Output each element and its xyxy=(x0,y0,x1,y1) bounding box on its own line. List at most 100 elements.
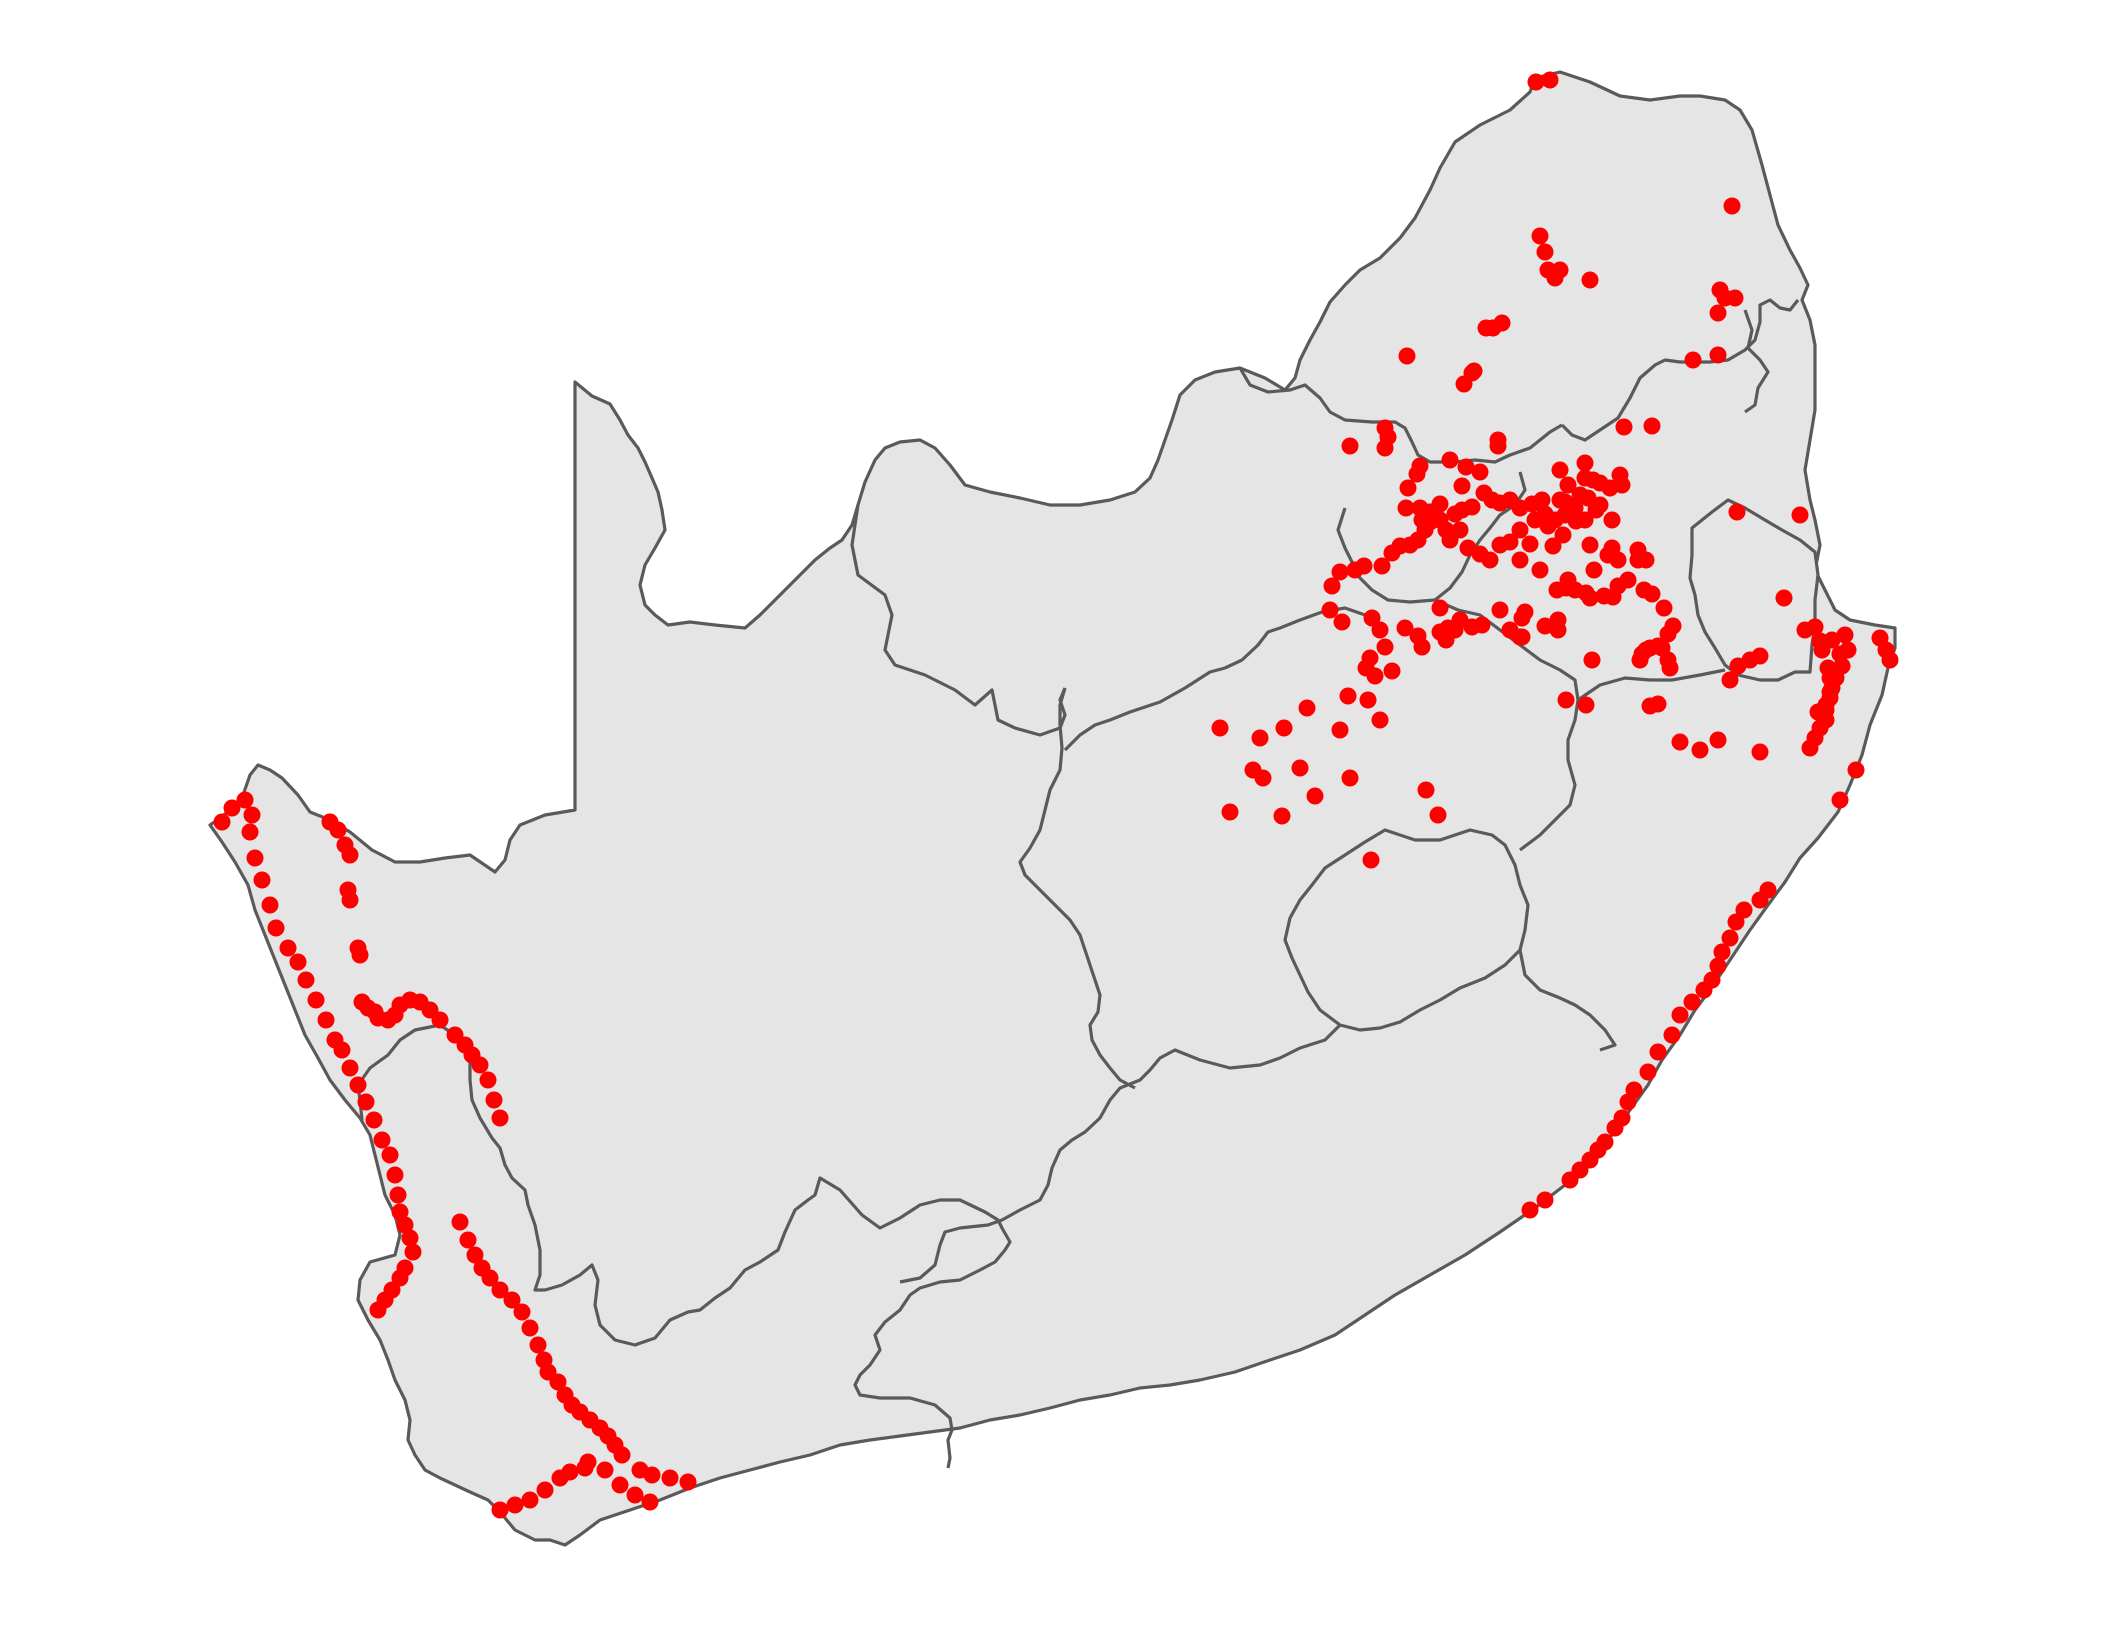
location-point xyxy=(613,1446,631,1464)
location-point xyxy=(267,919,285,937)
location-point xyxy=(1376,419,1394,437)
location-point xyxy=(1561,1171,1579,1189)
location-point xyxy=(1473,616,1491,634)
location-point xyxy=(253,871,271,889)
location-point xyxy=(1383,544,1401,562)
location-point xyxy=(1481,551,1499,569)
location-point xyxy=(1541,71,1559,89)
location-point xyxy=(236,791,254,809)
location-point xyxy=(1521,535,1539,553)
location-point xyxy=(551,1469,569,1487)
location-point xyxy=(1376,439,1394,457)
location-point xyxy=(1551,261,1569,279)
location-point xyxy=(279,939,297,957)
location-point xyxy=(383,1281,401,1299)
location-point xyxy=(1323,577,1341,595)
location-point xyxy=(1339,687,1357,705)
location-point xyxy=(579,1453,597,1471)
location-point xyxy=(1881,651,1899,669)
location-point xyxy=(1709,957,1727,975)
location-point xyxy=(261,896,279,914)
location-point xyxy=(529,1336,547,1354)
location-point xyxy=(213,813,231,831)
location-point xyxy=(1567,512,1585,530)
location-point xyxy=(1821,683,1839,701)
location-point xyxy=(1341,437,1359,455)
border-gauteng xyxy=(1336,471,1527,604)
location-point xyxy=(679,1473,697,1491)
country-outline xyxy=(208,70,1897,1547)
location-point xyxy=(1713,943,1731,961)
location-point xyxy=(1362,851,1380,869)
location-point xyxy=(1549,621,1567,639)
location-point xyxy=(1709,304,1727,322)
location-point xyxy=(1576,454,1594,472)
location-point xyxy=(1603,511,1621,529)
eswatini-enclave xyxy=(1688,498,1820,682)
location-point xyxy=(1649,695,1667,713)
location-point xyxy=(1791,506,1809,524)
location-point xyxy=(1511,551,1529,569)
location-point xyxy=(1559,476,1577,494)
location-point xyxy=(357,1093,375,1111)
location-point xyxy=(1453,477,1471,495)
location-point xyxy=(341,846,359,864)
location-point xyxy=(1619,1093,1637,1111)
location-point xyxy=(1611,466,1629,484)
location-point xyxy=(1471,463,1489,481)
location-point xyxy=(389,1186,407,1204)
location-point xyxy=(1221,803,1239,821)
location-point xyxy=(386,1166,404,1184)
border-north-west-free-state xyxy=(1063,606,1366,752)
border-kruger-segment xyxy=(1743,309,1770,414)
location-point xyxy=(513,1303,531,1321)
location-point xyxy=(1823,631,1841,649)
location-point xyxy=(1373,557,1391,575)
location-point xyxy=(1441,451,1459,469)
location-point xyxy=(641,1493,659,1511)
location-point xyxy=(1551,491,1569,509)
location-point xyxy=(1615,418,1633,436)
location-point xyxy=(317,1011,335,1029)
location-point xyxy=(1831,791,1849,809)
location-point xyxy=(1603,539,1621,557)
location-point xyxy=(1211,719,1229,737)
location-point xyxy=(1527,73,1545,91)
location-point xyxy=(1475,484,1493,502)
location-point xyxy=(1359,691,1377,709)
location-point xyxy=(1836,626,1854,644)
location-point xyxy=(1839,641,1857,659)
location-point xyxy=(536,1481,554,1499)
location-point xyxy=(1726,289,1744,307)
location-point xyxy=(223,799,241,817)
location-point xyxy=(1583,651,1601,669)
location-point xyxy=(1321,601,1339,619)
location-point xyxy=(326,1031,344,1049)
location-point xyxy=(1333,613,1351,631)
location-point xyxy=(289,953,307,971)
location-point xyxy=(1684,351,1702,369)
location-point xyxy=(1341,769,1359,787)
location-point xyxy=(1397,499,1415,517)
location-point xyxy=(1591,496,1609,514)
location-point xyxy=(1801,739,1819,757)
location-point xyxy=(1371,711,1389,729)
location-point xyxy=(1446,505,1464,523)
location-point xyxy=(329,821,347,839)
location-point xyxy=(1291,759,1309,777)
location-point xyxy=(1371,621,1389,639)
location-point xyxy=(1751,743,1769,761)
location-point xyxy=(611,1476,629,1494)
location-point xyxy=(1709,731,1727,749)
location-point xyxy=(381,1146,399,1164)
location-point xyxy=(1649,1043,1667,1061)
location-point xyxy=(1695,981,1713,999)
location-point xyxy=(481,1269,499,1287)
location-point xyxy=(521,1319,539,1337)
location-point xyxy=(1847,761,1865,779)
location-point xyxy=(391,1203,409,1221)
location-point xyxy=(1659,625,1677,643)
location-point xyxy=(1431,495,1449,513)
location-point xyxy=(1609,577,1627,595)
location-point xyxy=(643,1466,661,1484)
